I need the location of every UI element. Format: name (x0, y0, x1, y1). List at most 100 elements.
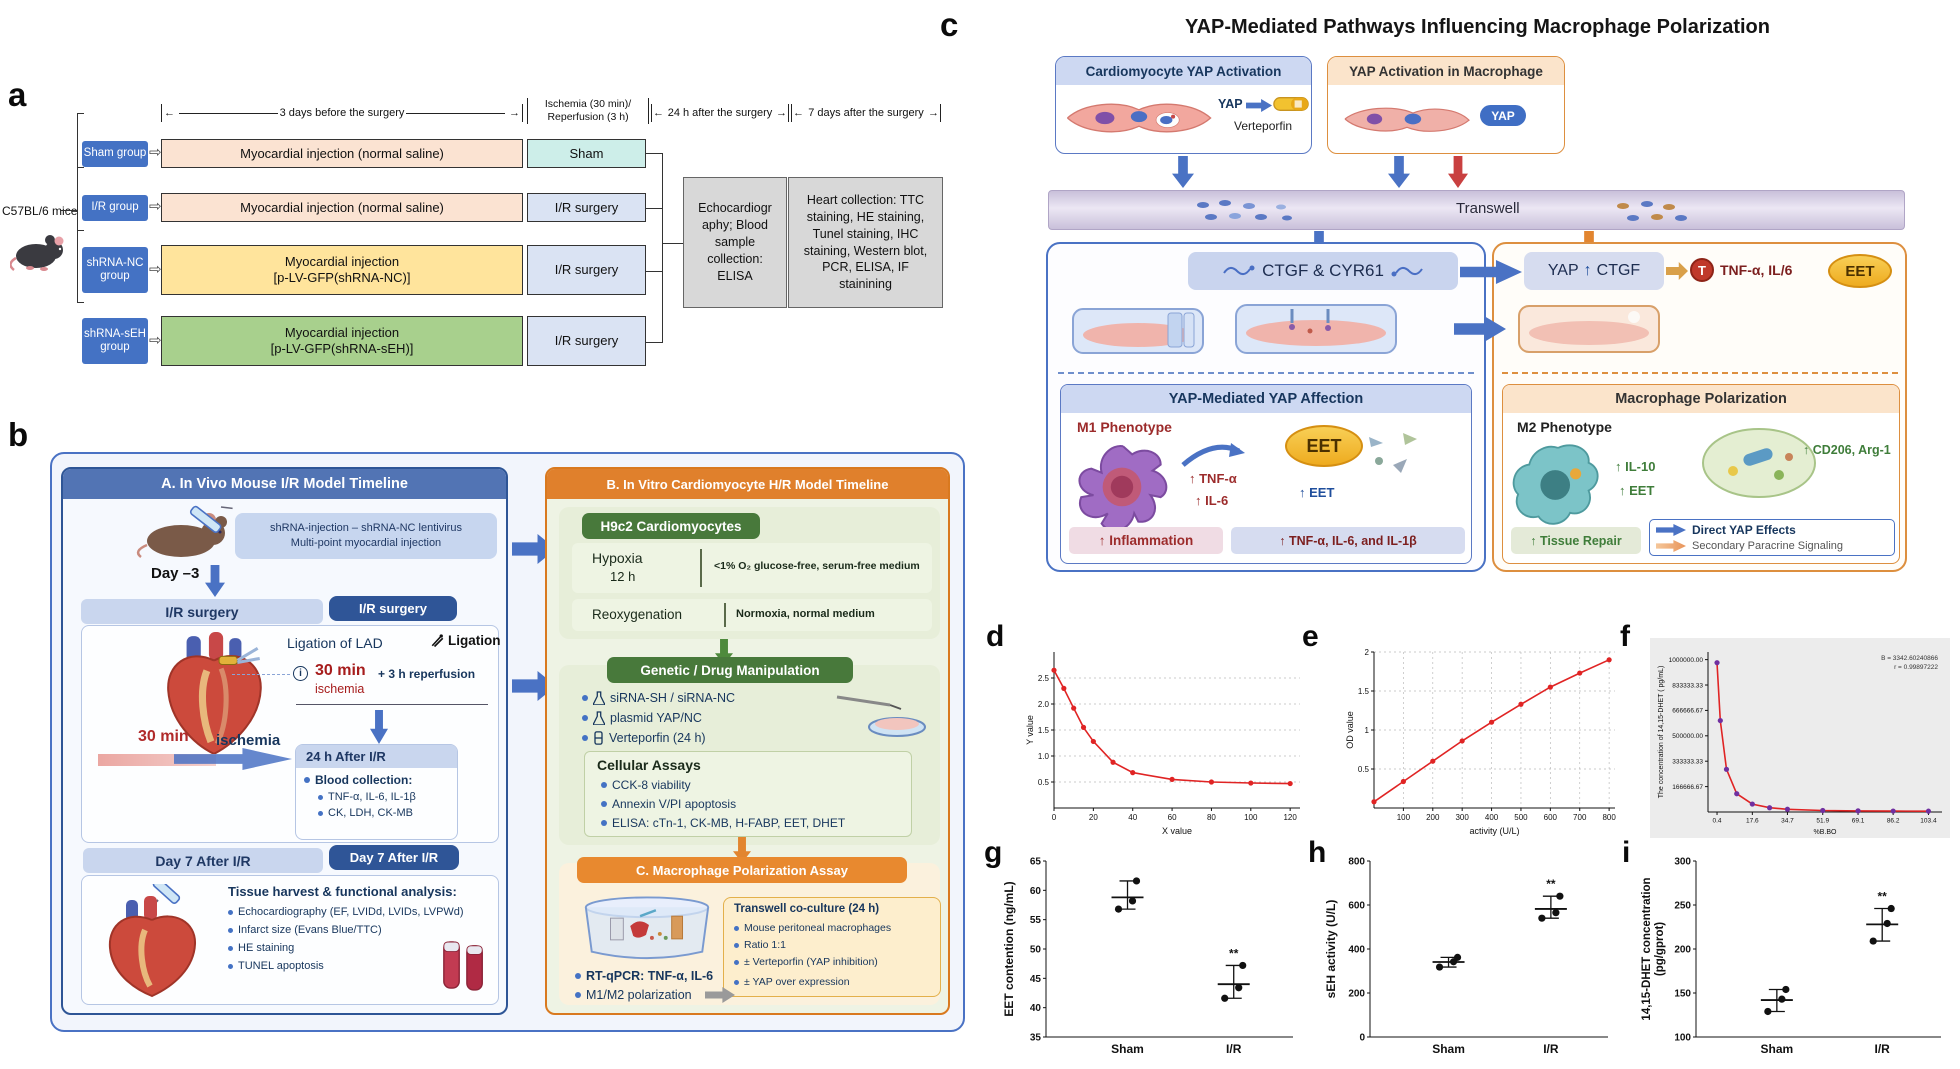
repair-cell-icon (1702, 428, 1816, 498)
yap-ctgf-box: YAP ↑ CTGF (1524, 252, 1664, 290)
eet-oval: EET (1285, 425, 1363, 467)
m2-macrophage-icon (1512, 444, 1599, 525)
down-arrow-icon (370, 710, 388, 744)
svg-text:**: ** (1546, 877, 1556, 891)
culture-dish-icon (1518, 305, 1660, 353)
day7-bar: Day 7 After I/R (83, 848, 323, 873)
svg-text:%B.BO: %B.BO (1814, 829, 1838, 836)
dhet-standard-f-chart: 166666.67 333333.33 500000.00 666666.67 8333… (1650, 638, 1950, 838)
hypoxia-duration: 12 h (610, 569, 636, 584)
ctgf-cyr61-box: CTGF & CYR61 (1188, 252, 1458, 290)
tissue-item: TUNEL apoptosis (238, 960, 324, 972)
svg-text:1.5: 1.5 (1038, 726, 1050, 735)
mouse-icon (10, 235, 64, 271)
hypoxia-label: Hypoxia (592, 550, 643, 566)
svg-text:600: 600 (1348, 901, 1365, 912)
standard-curve-d-chart: 0.5 1.0 1.5 2.0 2.5 0 20 40 60 80 100 120 X value Y v… (1025, 652, 1300, 836)
dashed-divider (1502, 372, 1898, 374)
reoxy-label: Reoxygenation (592, 607, 683, 622)
svg-text:Sham: Sham (1111, 1042, 1144, 1056)
panel-f-label: f (1620, 620, 1630, 653)
yap-pill: YAP (1480, 105, 1526, 126)
hypoxia-desc: <1% O₂ glucose-free, serum-free medium (714, 560, 920, 572)
genetic-item: Verteporfin (24 h) (609, 731, 706, 745)
svg-text:55: 55 (1030, 915, 1042, 926)
panel-e-label: e (1302, 620, 1319, 653)
assay-item: ELISA: cTn-1, CK-MB, H-FABP, EET, DHET (612, 816, 846, 830)
svg-text:Sham: Sham (1761, 1042, 1794, 1056)
surgery-box: I/R surgery (527, 316, 646, 366)
assays-title: Cellular Assays (597, 757, 701, 773)
tissue-repair-bar: ↑ Tissue Repair (1511, 527, 1641, 554)
svg-text:activity (U/L): activity (U/L) (1469, 826, 1519, 836)
genetic-item: siRNA-SH / siRNA-NC (610, 691, 735, 705)
svg-text:r = 0.99897222: r = 0.99897222 (1894, 664, 1938, 671)
svg-text:666666.67: 666666.67 (1672, 708, 1703, 715)
eet-badge: EET (1828, 254, 1892, 288)
up-il6-label: ↑ IL-6 (1195, 493, 1229, 508)
svg-text:200: 200 (1426, 813, 1440, 822)
legend-direct-label: Direct YAP Effects (1692, 523, 1796, 537)
invivo-card: A. In Vivo Mouse I/R Model Timeline shRN… (61, 467, 508, 1015)
transwell-pores-icon (1617, 201, 1687, 221)
tissue-item: Echocardiography (EF, LVIDd, LVIDs, LVPW… (238, 906, 464, 918)
day7-detail-box: Tissue harvest & functional analysis: Ec… (81, 875, 499, 1005)
svg-text:40: 40 (1128, 813, 1137, 822)
svg-text:2.5: 2.5 (1038, 674, 1050, 683)
assay-item: CCK-8 viability (612, 778, 691, 792)
m2-polarization-title: Macrophage Polarization (1503, 385, 1899, 413)
svg-text:166666.67: 166666.67 (1672, 784, 1703, 791)
outcome-7d-box: Heart collection: TTC staining, HE stain… (788, 177, 943, 308)
macrophage-badge: C. Macrophage Polarization Assay (577, 857, 907, 883)
ligation-tag: Ligation (430, 633, 501, 648)
svg-text:The concentration of 14,15-DHE: The concentration of 14,15-DHET ( pg/mL) (1658, 666, 1665, 799)
svg-text:60: 60 (1030, 886, 1042, 897)
m1-phenotype-label: M1 Phenotype (1077, 419, 1172, 435)
svg-text:34.7: 34.7 (1781, 818, 1794, 825)
verteporfin-capsule-icon (1273, 97, 1309, 111)
up-arrow-glyph: ↑ (1583, 262, 1592, 279)
svg-text:OD value: OD value (1345, 711, 1355, 749)
od-activity-e-chart: 0.5 1 1.5 2 100 200 300 400 500 600 700 800 activity… (1345, 648, 1616, 836)
tissue-item: Infarct size (Evans Blue/TTC) (238, 924, 382, 936)
big-ischemia-label: ischemia (216, 732, 281, 749)
injection-box: Myocardial injection (normal saline) (161, 193, 523, 222)
flask-icon (593, 691, 605, 705)
timeline-label: Ischemia (30 min)/ Reperfusion (3 h) (544, 98, 632, 124)
injection-box: Myocardial injection [p-LV-GFP(shRNA-NC)… (161, 245, 523, 295)
svg-text:500000.00: 500000.00 (1672, 733, 1703, 740)
svg-text:0: 0 (1052, 813, 1057, 822)
svg-text:I/R: I/R (1543, 1042, 1559, 1056)
svg-text:20: 20 (1089, 813, 1098, 822)
m2-phenotype-label: M2 Phenotype (1517, 419, 1612, 435)
hypoxia-box: Hypoxia 12 h <1% O₂ glucose-free, serum-… (572, 543, 932, 593)
surgery-detail-box: Ligation of LAD Ligation i 30 min + 3 h … (81, 625, 501, 843)
group-chip-sham: Sham group (82, 141, 148, 167)
svg-text:200: 200 (1348, 989, 1365, 1000)
tissue-item: HE staining (238, 942, 295, 954)
yap-label: YAP (1218, 97, 1243, 111)
pathway-title: YAP-Mediated Pathways Influencing Macrop… (1185, 16, 1770, 38)
svg-text:0: 0 (1359, 1033, 1365, 1044)
ir-surgery-badge: I/R surgery (329, 596, 457, 621)
svg-text:I/R: I/R (1875, 1042, 1891, 1056)
debris-icon (1369, 433, 1417, 473)
svg-text:**: ** (1878, 890, 1888, 904)
m1-affection-title: YAP-Mediated YAP Affection (1061, 385, 1471, 413)
secretion-squiggle-icon (1223, 265, 1255, 275)
svg-text:I/R: I/R (1226, 1042, 1242, 1056)
svg-text:40: 40 (1030, 1003, 1042, 1014)
svg-text:80: 80 (1207, 813, 1216, 822)
svg-text:0.4: 0.4 (1713, 818, 1722, 825)
svg-text:51.9: 51.9 (1816, 818, 1829, 825)
down-arrow-red-icon (1448, 156, 1468, 188)
panel-d-label: d (986, 620, 1005, 653)
transwell-item: Mouse peritoneal macrophages (744, 922, 892, 934)
genetic-item: plasmid YAP/NC (610, 711, 702, 725)
step-ischemia: ischemia (315, 682, 365, 696)
cardiomyocyte-yap-box: Cardiomyocyte YAP Activation YAP Vertepo… (1055, 56, 1312, 154)
big-30min-label: 30 min (138, 728, 189, 745)
culture-dish-icon (1072, 308, 1204, 354)
svg-text:86.2: 86.2 (1887, 818, 1900, 825)
panel-i-label: i (1622, 836, 1631, 869)
